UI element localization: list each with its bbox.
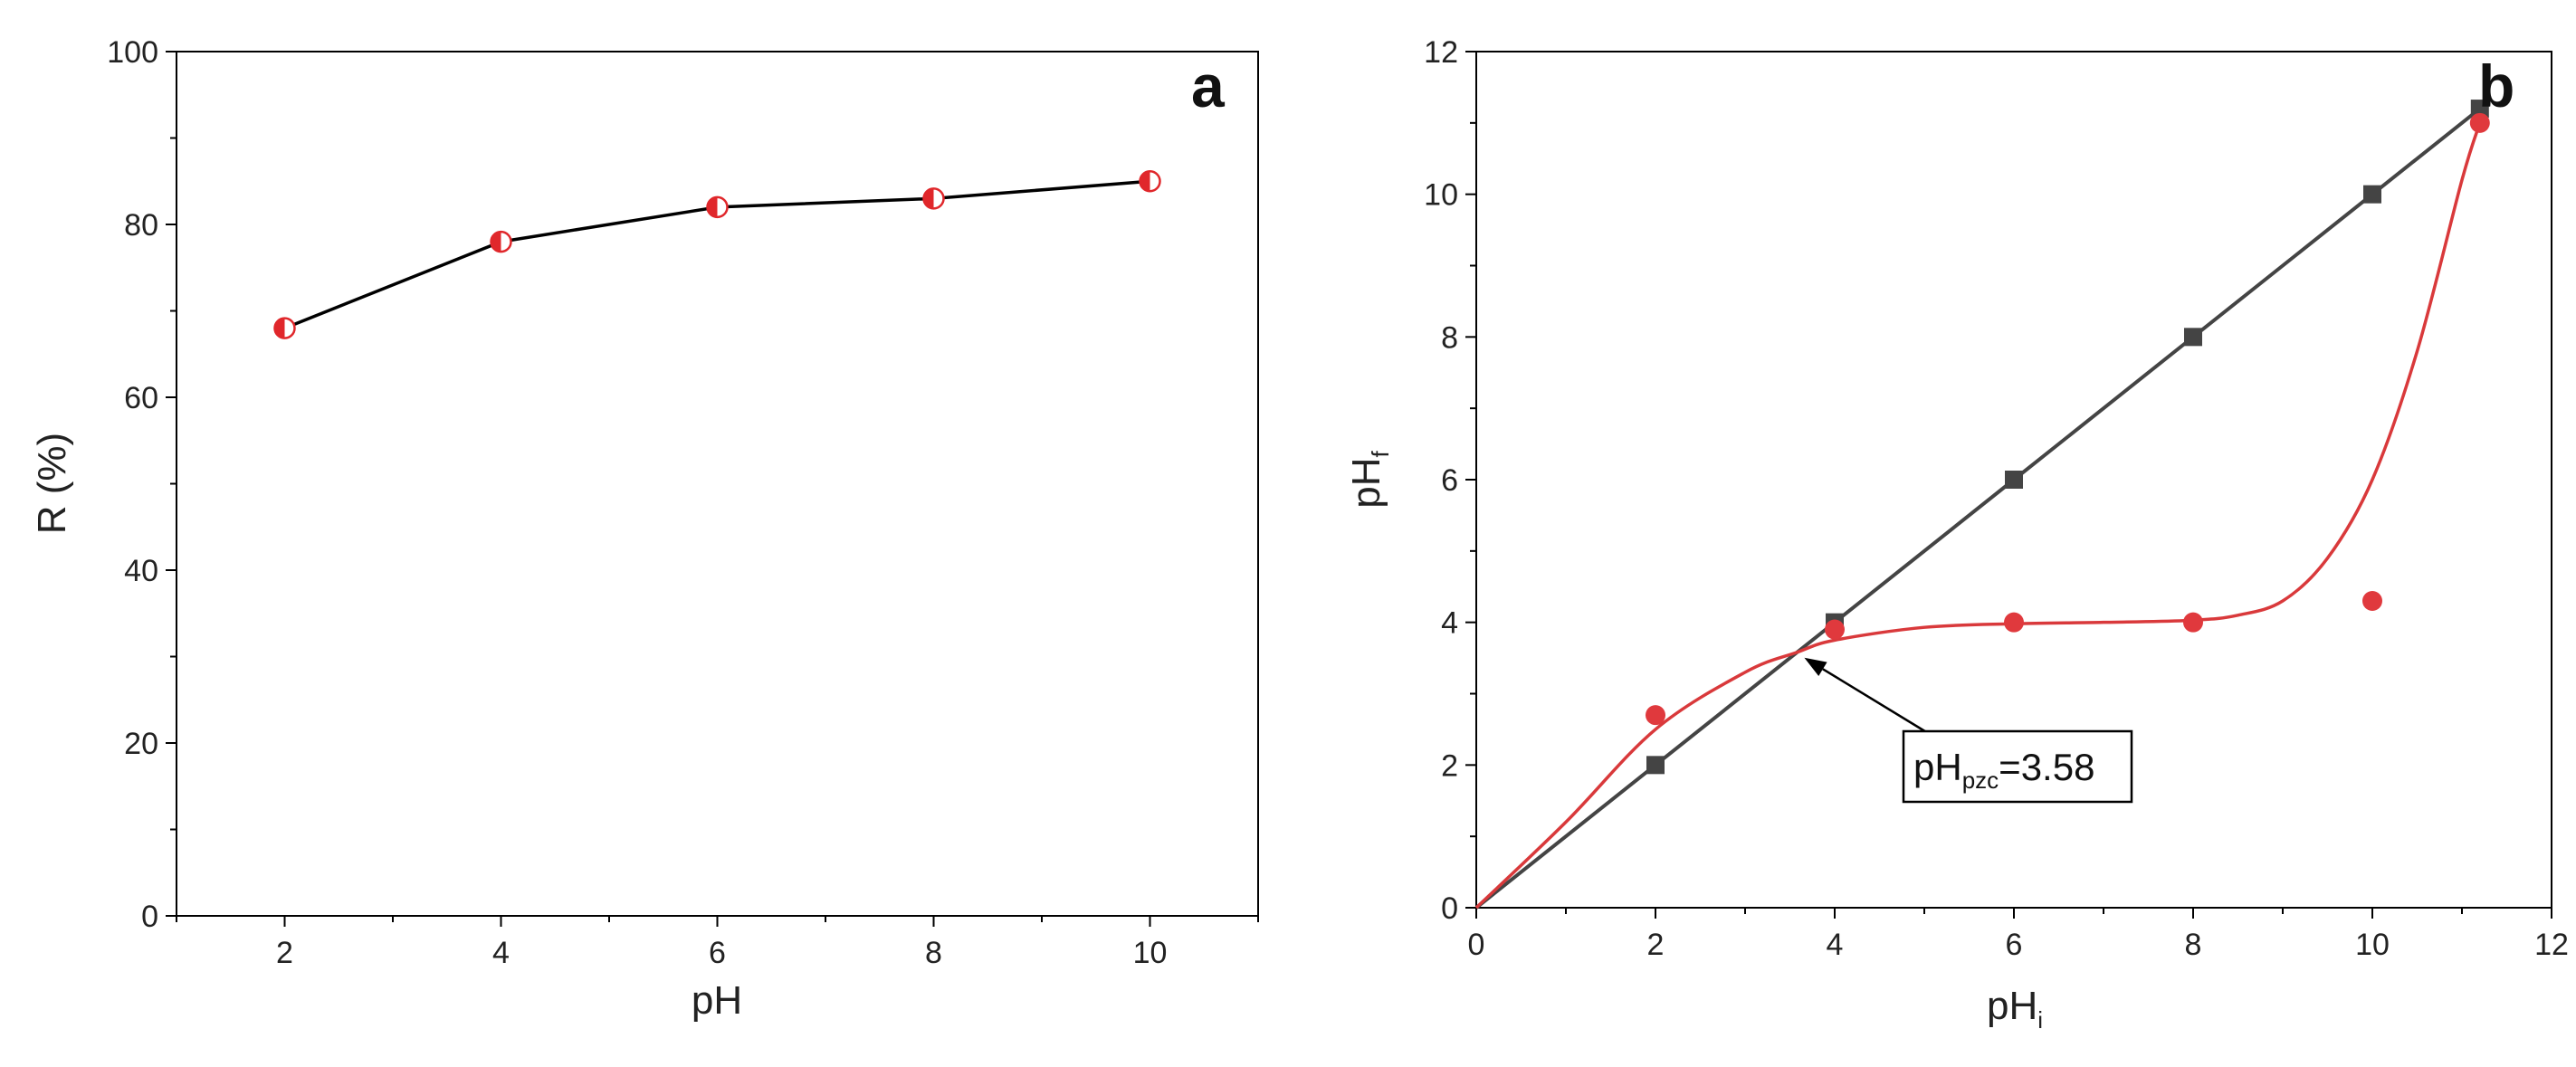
panel-b-label: b [2478,52,2514,119]
panel-b-y-axis-title-sub: f [1367,450,1394,457]
panel-a-x-axis-title: pH [692,978,742,1023]
panel-b-y-axis-title-main: pH [1344,457,1388,508]
pzc-annotation-value: =3.58 [1999,746,2094,788]
panel-b-x-tick-label: 10 [2355,928,2390,962]
panel-b-square-point [2005,471,2023,489]
panel-b-x-axis-title-main: pH [1987,984,2037,1028]
panel-b-x-tick-label: 12 [2534,928,2569,962]
panel-b-circle-point [2469,112,2490,133]
panel-a-data-point [490,230,512,253]
panel-a-x-tick-label: 2 [276,936,293,970]
panel-b-y-tick-label: 12 [1424,35,1458,70]
panel-a-data-point [922,187,945,210]
panel-a-point-fill [491,232,501,252]
pzc-arrow-head [1804,657,1827,676]
panel-b-y-tick-label: 10 [1424,178,1458,213]
panel-b-y-tick-label: 6 [1441,463,1458,498]
pzc-annotation-box [1902,729,2133,804]
panel-a-point-fill [707,196,718,217]
panel-b-x-axis-title: pHi [1987,984,2043,1034]
panel-a-y-tick-label: 80 [124,208,158,243]
panel-b-square-point [2363,185,2381,204]
panel-b-circle-point [2362,591,2382,612]
panel-a-y-tick-label: 20 [124,727,158,761]
panel-b-square-point [2184,328,2202,347]
panel-b-circle-point [2004,612,2024,633]
panel-b-ticks: 0 2 4 6 8 10 12 0 2 4 6 8 10 12 [1424,35,2569,962]
panel-a-y-tick-label: 100 [107,35,158,70]
panel-a-data-point [273,317,296,339]
panel-b-x-tick-label: 0 [1468,928,1485,962]
panel-b-fit-curve [1474,122,2482,910]
panel-a-y-tick-label: 0 [141,900,158,934]
panel-b-square-point [1646,756,1665,775]
panel-b-square-point [2470,100,2489,119]
panel-b-x-tick-label: 8 [2185,928,2202,962]
panel-a-plot-frame [176,51,1259,917]
panel-a-point-fill [274,318,285,338]
panel-b-circle-point [1646,705,1665,726]
panel-a-x-tick-label: 8 [925,936,942,970]
pzc-annotation-sub: pzc [1962,767,1999,794]
panel-a-data-point [1139,170,1161,193]
panel-b-circle-point [2183,612,2203,633]
panel-b-y-axis-title: pHf [1344,450,1394,508]
panel-a-x-tick-label: 6 [709,936,726,970]
panel-a-point-fill [923,188,934,209]
panel-b-x-tick-label: 2 [1647,928,1665,962]
pzc-annotation: pHpzc=3.58 [1804,657,2133,804]
panel-b-x-tick-label: 6 [2006,928,2023,962]
panel-b-circle-point [1825,619,1845,640]
pzc-annotation-main: pH [1913,746,1962,788]
panel-a-y-tick-label: 60 [124,381,158,415]
panel-b-series [1474,100,2490,910]
pzc-arrow-line [1822,668,1929,735]
panel-b-x-tick-label: 4 [1827,928,1844,962]
panel-a-y-tick-label: 40 [124,554,158,588]
panel-b-y-tick-label: 0 [1441,891,1458,926]
panel-a-x-tick-label: 4 [492,936,510,970]
panel-b-y-tick-label: 4 [1441,606,1458,641]
panel-a-x-tick-label: 10 [1133,936,1168,970]
panel-b-x-axis-title-sub: i [2037,1006,2043,1034]
panel-b-y-tick-label: 2 [1441,748,1458,783]
panel-a-point-fill [1140,171,1150,192]
panel-b-y-tick-label: 8 [1441,320,1458,355]
panel-a-data-point [706,195,729,219]
pzc-annotation-text: pHpzc=3.58 [1913,746,2094,794]
panel-a-series [273,170,1161,339]
panel-a-y-axis-title: R (%) [30,433,74,534]
panel-a-label: a [1191,52,1226,119]
